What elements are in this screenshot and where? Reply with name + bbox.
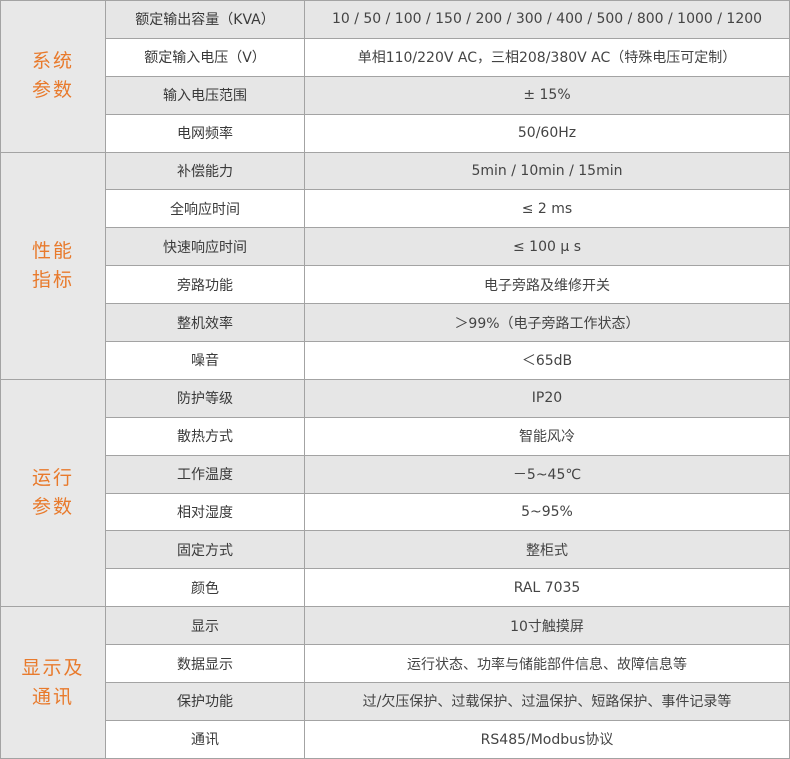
spec-label: 旁路功能 <box>105 265 305 305</box>
spec-label: 额定输入电压（V） <box>105 37 305 77</box>
group-title-line: 运行 <box>31 467 74 490</box>
table-row: 显示及 通讯 显示 10寸触摸屏 <box>0 606 790 759</box>
spec-label: 补偿能力 <box>105 151 305 191</box>
spec-value: ± 15% <box>304 75 790 115</box>
spec-value: 运行状态、功率与储能部件信息、故障信息等 <box>304 644 790 684</box>
spec-label: 数据显示 <box>105 644 305 684</box>
spec-value: 整柜式 <box>304 530 790 570</box>
spec-label: 固定方式 <box>105 530 305 570</box>
spec-label: 通讯 <box>105 719 305 759</box>
table-row: 颜色 RAL 7035 <box>1 568 790 608</box>
group-title-line: 显示及 <box>21 656 85 679</box>
spec-value: 过/欠压保护、过载保护、过温保护、短路保护、事件记录等 <box>304 682 790 721</box>
table-row: 整机效率 ＞99%（电子旁路工作状态） <box>1 303 790 343</box>
spec-label: 保护功能 <box>105 682 305 721</box>
table-row: 数据显示 运行状态、功率与储能部件信息、故障信息等 <box>1 644 790 684</box>
spec-value: ≤ 100 μ s <box>304 227 790 267</box>
table-row: 运行 参数 防护等级 IP20 <box>0 378 790 608</box>
spec-label: 额定输出容量（KVA） <box>105 0 305 39</box>
table-row: 保护功能 过/欠压保护、过载保护、过温保护、短路保护、事件记录等 <box>1 682 790 721</box>
group-title: 系统 参数 <box>0 0 106 153</box>
table-row: 全响应时间 ≤ 2 ms <box>1 189 790 229</box>
spec-label: 相对湿度 <box>105 492 305 532</box>
spec-value: 5~95% <box>304 492 790 532</box>
table-row: 快速响应时间 ≤ 100 μ s <box>1 227 790 267</box>
spec-value: RS485/Modbus协议 <box>304 719 790 759</box>
spec-value: RAL 7035 <box>304 568 790 608</box>
spec-label: 散热方式 <box>105 416 305 456</box>
table-row: 额定输入电压（V） 单相110/220V AC，三相208/380V AC（特殊电… <box>1 37 790 77</box>
spec-value: ≤ 2 ms <box>304 189 790 229</box>
table-row: 散热方式 智能风冷 <box>1 416 790 456</box>
spec-label: 电网频率 <box>105 113 305 153</box>
spec-label: 防护等级 <box>105 378 305 418</box>
spec-label: 颜色 <box>105 568 305 608</box>
group-title: 运行 参数 <box>0 378 106 608</box>
spec-value: 智能风冷 <box>304 416 790 456</box>
spec-value: 电子旁路及维修开关 <box>304 265 790 305</box>
group-title: 显示及 通讯 <box>0 606 106 759</box>
spec-value: 50/60Hz <box>304 113 790 153</box>
spec-label: 噪音 <box>105 341 305 380</box>
group-title-line: 性能 <box>31 239 74 262</box>
group-title-line: 参数 <box>31 496 74 519</box>
spec-label: 快速响应时间 <box>105 227 305 267</box>
table-row: 噪音 ＜65dB <box>1 341 790 380</box>
table-row: 相对湿度 5~95% <box>1 492 790 532</box>
spec-label: 全响应时间 <box>105 189 305 229</box>
spec-value: ＞99%（电子旁路工作状态） <box>304 303 790 343</box>
spec-label: 显示 <box>105 606 305 646</box>
group-title-line: 指标 <box>31 268 74 291</box>
spec-value: 10 / 50 / 100 / 150 / 200 / 300 / 400 / … <box>304 0 790 39</box>
spec-label: 整机效率 <box>105 303 305 343</box>
spec-value: IP20 <box>304 378 790 418</box>
table-row: 通讯 RS485/Modbus协议 <box>1 719 790 759</box>
spec-value: 5min / 10min / 15min <box>304 151 790 191</box>
spec-value: 10寸触摸屏 <box>304 606 790 646</box>
table-row: 输入电压范围 ± 15% <box>1 75 790 115</box>
table-row: 电网频率 50/60Hz <box>1 113 790 153</box>
table-row: 旁路功能 电子旁路及维修开关 <box>1 265 790 305</box>
table-row: 系统 参数 额定输出容量（KVA） 10 / 50 / 100 / 150 / 200… <box>0 0 790 153</box>
table-row: 工作温度 －5~45℃ <box>1 454 790 494</box>
table-row: 固定方式 整柜式 <box>1 530 790 570</box>
spec-label: 工作温度 <box>105 454 305 494</box>
group-title-line: 通讯 <box>31 685 74 708</box>
spec-value: 单相110/220V AC，三相208/380V AC（特殊电压可定制） <box>304 37 790 77</box>
group-title-line: 系统 <box>31 50 74 73</box>
spec-value: ＜65dB <box>304 341 790 380</box>
spec-label: 输入电压范围 <box>105 75 305 115</box>
group-title: 性能 指标 <box>0 151 106 380</box>
spec-value: －5~45℃ <box>304 454 790 494</box>
table-row: 性能 指标 补偿能力 5min / 10min / 15min <box>0 151 790 380</box>
group-title-line: 参数 <box>31 79 74 102</box>
